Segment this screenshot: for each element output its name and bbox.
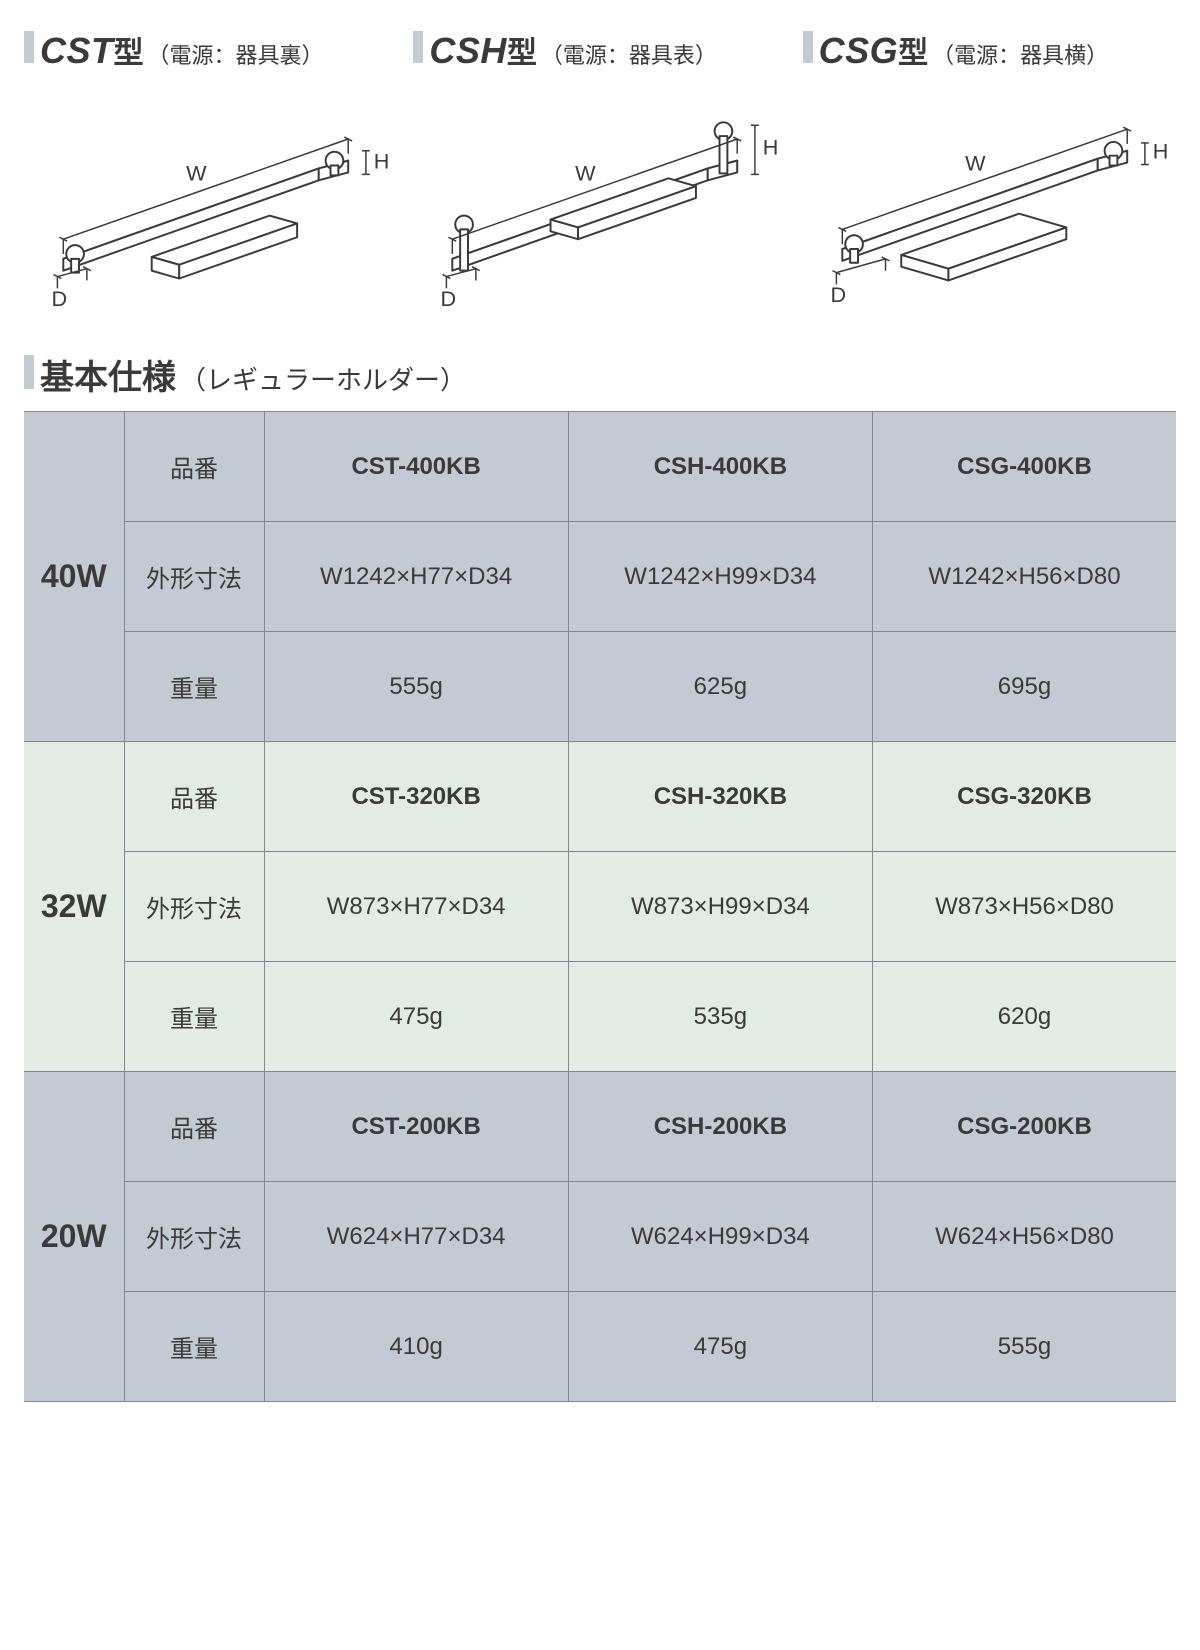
label-part-no: 品番 <box>124 742 264 852</box>
data-cell: CST-320KB <box>264 742 568 852</box>
h-label: H <box>374 148 390 173</box>
table-row: 外形寸法 W873×H77×D34 W873×H99×D34 W873×H56×… <box>24 852 1176 962</box>
diagram-csg: CSG 型 （電源：器具横） <box>803 28 1176 310</box>
diagram-title-cst: CST 型 （電源：器具裏） <box>24 28 397 72</box>
spec-heading: 基本仕様 （レギュラーホルダー） <box>24 350 1176 399</box>
data-cell: CST-400KB <box>264 412 568 522</box>
diagram-svg-csg: W H D <box>803 80 1176 310</box>
data-cell: W873×H99×D34 <box>568 852 872 962</box>
title-bar-icon <box>413 31 423 63</box>
note-label: （電源：器具裏） <box>148 38 324 70</box>
h-label: H <box>1152 139 1168 164</box>
w-label: W <box>186 160 207 185</box>
diagram-cst: CST 型 （電源：器具裏） <box>24 28 397 310</box>
note-label: （電源：器具横） <box>932 38 1108 70</box>
data-cell: CSG-320KB <box>873 742 1177 852</box>
diagram-row: CST 型 （電源：器具裏） <box>24 28 1176 310</box>
title-bar-icon <box>24 31 34 63</box>
w-label: W <box>575 160 596 185</box>
table-row: 重量 555g 625g 695g <box>24 632 1176 742</box>
spec-heading-main: 基本仕様 <box>40 350 176 399</box>
data-cell: CSG-400KB <box>873 412 1177 522</box>
data-cell: 625g <box>568 632 872 742</box>
label-part-no: 品番 <box>124 1072 264 1182</box>
w-label: W <box>965 150 986 175</box>
table-row: 20W 品番 CST-200KB CSH-200KB CSG-200KB <box>24 1072 1176 1182</box>
title-bar-icon <box>803 31 813 63</box>
table-row: 重量 475g 535g 620g <box>24 962 1176 1072</box>
diagram-title-csg: CSG 型 （電源：器具横） <box>803 28 1176 72</box>
kata-label: 型 <box>898 28 928 72</box>
data-cell: W873×H56×D80 <box>873 852 1177 962</box>
d-label: D <box>52 286 68 310</box>
data-cell: W873×H77×D34 <box>264 852 568 962</box>
table-row: 外形寸法 W624×H77×D34 W624×H99×D34 W624×H56×… <box>24 1182 1176 1292</box>
data-cell: 620g <box>873 962 1177 1072</box>
data-cell: W1242×H99×D34 <box>568 522 872 632</box>
data-cell: 555g <box>873 1292 1177 1402</box>
data-cell: CSH-320KB <box>568 742 872 852</box>
spec-heading-sub: （レギュラーホルダー） <box>180 360 466 397</box>
table-row: 40W 品番 CST-400KB CSH-400KB CSG-400KB <box>24 412 1176 522</box>
data-cell: 475g <box>264 962 568 1072</box>
data-cell: W1242×H56×D80 <box>873 522 1177 632</box>
label-part-no: 品番 <box>124 412 264 522</box>
data-cell: W624×H56×D80 <box>873 1182 1177 1292</box>
note-label: （電源：器具表） <box>541 38 717 70</box>
diagram-svg-csh: W H D <box>413 80 786 310</box>
data-cell: 410g <box>264 1292 568 1402</box>
table-row: 32W 品番 CST-320KB CSH-320KB CSG-320KB <box>24 742 1176 852</box>
data-cell: CSH-200KB <box>568 1072 872 1182</box>
title-bar-icon <box>24 355 34 389</box>
model-label: CSH <box>429 30 507 72</box>
diagram-csh: CSH 型 （電源：器具表） <box>413 28 786 310</box>
diagram-title-csh: CSH 型 （電源：器具表） <box>413 28 786 72</box>
label-dims: 外形寸法 <box>124 1182 264 1292</box>
data-cell: 475g <box>568 1292 872 1402</box>
data-cell: CSH-400KB <box>568 412 872 522</box>
kata-label: 型 <box>114 28 144 72</box>
watt-cell: 20W <box>24 1072 124 1402</box>
data-cell: 535g <box>568 962 872 1072</box>
kata-label: 型 <box>507 28 537 72</box>
label-weight: 重量 <box>124 962 264 1072</box>
label-dims: 外形寸法 <box>124 522 264 632</box>
d-label: D <box>830 282 846 307</box>
diagram-svg-cst: W H D <box>24 80 397 310</box>
spec-table-body: 40W 品番 CST-400KB CSH-400KB CSG-400KB 外形寸… <box>24 412 1176 1402</box>
data-cell: CSG-200KB <box>873 1072 1177 1182</box>
h-label: H <box>763 135 779 160</box>
data-cell: CST-200KB <box>264 1072 568 1182</box>
label-weight: 重量 <box>124 1292 264 1402</box>
model-label: CST <box>40 30 114 72</box>
label-dims: 外形寸法 <box>124 852 264 962</box>
table-row: 外形寸法 W1242×H77×D34 W1242×H99×D34 W1242×H… <box>24 522 1176 632</box>
data-cell: 555g <box>264 632 568 742</box>
watt-cell: 40W <box>24 412 124 742</box>
data-cell: 695g <box>873 632 1177 742</box>
model-label: CSG <box>819 30 899 72</box>
label-weight: 重量 <box>124 632 264 742</box>
spec-table: 40W 品番 CST-400KB CSH-400KB CSG-400KB 外形寸… <box>24 411 1176 1402</box>
data-cell: W624×H77×D34 <box>264 1182 568 1292</box>
watt-cell: 32W <box>24 742 124 1072</box>
data-cell: W1242×H77×D34 <box>264 522 568 632</box>
table-row: 重量 410g 475g 555g <box>24 1292 1176 1402</box>
data-cell: W624×H99×D34 <box>568 1182 872 1292</box>
d-label: D <box>441 286 457 310</box>
